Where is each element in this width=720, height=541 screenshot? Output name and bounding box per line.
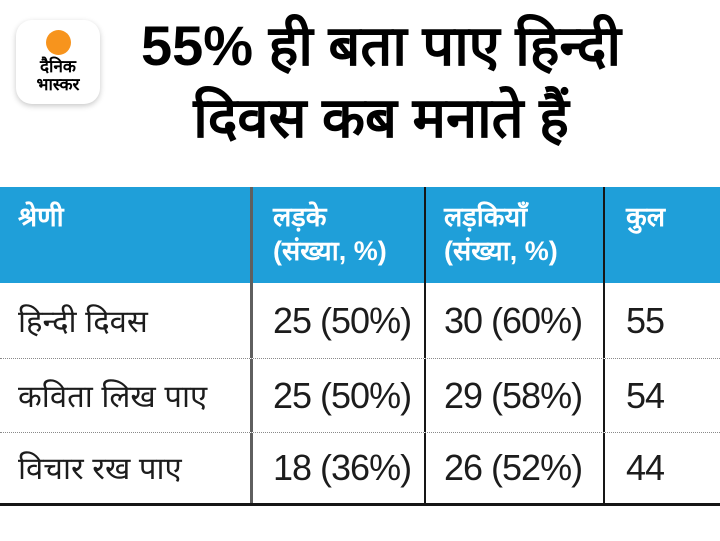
dainik-bhaskar-logo: दैनिक भास्कर — [16, 20, 100, 104]
header-cell-total: कुल — [603, 187, 720, 283]
row3-girls-value: 26 (52%) — [424, 433, 603, 503]
row1-category: हिन्दी दिवस — [18, 303, 148, 339]
row2-boys-value: 25 (50%) — [250, 359, 424, 432]
table-row: विचार रख पाए 18 (36%) 26 (52%) 44 — [0, 432, 720, 503]
header-total-label: कुल — [626, 202, 666, 232]
header-cell-category: श्रेणी — [0, 187, 250, 283]
header-boys-sublabel: (संख्या, %) — [273, 236, 387, 266]
header-category-label: श्रेणी — [18, 202, 64, 232]
row3-category: विचार रख पाए — [18, 451, 182, 486]
table-header-row: श्रेणी लड़के (संख्या, %) लड़कियाँ (संख्य… — [0, 187, 720, 283]
headline: 55% ही बता पाए हिन्दी दिवस कब मनाते हैं — [0, 10, 720, 154]
header-girls-sublabel: (संख्या, %) — [444, 236, 558, 266]
logo-text-line2: भास्कर — [36, 75, 80, 94]
row1-girls-value: 30 (60%) — [424, 283, 603, 358]
headline-line1: 55% ही बता पाए हिन्दी — [140, 14, 622, 77]
headline-line2: दिवस कब मनाते हैं — [193, 86, 569, 149]
logo-text-line1: दैनिक — [40, 57, 76, 76]
logo-sun-icon — [45, 30, 71, 55]
row2-category: कविता लिख पाए — [18, 378, 208, 414]
table-row: कविता लिख पाए 25 (50%) 29 (58%) 54 — [0, 358, 720, 432]
header-boys-label: लड़के — [273, 202, 327, 232]
row2-girls-value: 29 (58%) — [424, 359, 603, 432]
header-girls-label: लड़कियाँ — [444, 202, 528, 232]
table-row: हिन्दी दिवस 25 (50%) 30 (60%) 55 — [0, 283, 720, 358]
header-cell-girls: लड़कियाँ (संख्या, %) — [424, 187, 603, 283]
row1-total-value: 55 — [603, 283, 720, 358]
row3-boys-value: 18 (36%) — [250, 433, 424, 503]
data-table: श्रेणी लड़के (संख्या, %) लड़कियाँ (संख्य… — [0, 187, 720, 506]
row2-total-value: 54 — [603, 359, 720, 432]
row3-total-value: 44 — [603, 433, 720, 503]
row1-boys-value: 25 (50%) — [250, 283, 424, 358]
header-cell-boys: लड़के (संख्या, %) — [250, 187, 424, 283]
